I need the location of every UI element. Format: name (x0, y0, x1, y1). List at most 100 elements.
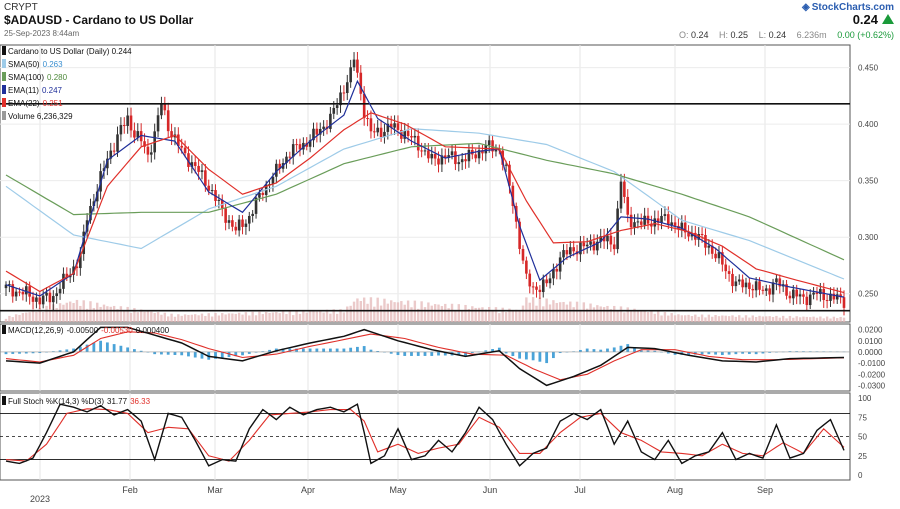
candle-body (673, 222, 677, 226)
volume-bar (254, 315, 258, 322)
macd-histogram-bar (443, 351, 447, 356)
panel-frame-1 (0, 323, 851, 392)
volume-bar (690, 316, 694, 322)
candle-body (484, 145, 488, 154)
candle-body (741, 279, 744, 288)
high-label: H: (719, 30, 729, 40)
candle-body (548, 278, 552, 284)
candle-body (511, 185, 515, 206)
volume-bar (332, 309, 335, 322)
candle-body (474, 154, 477, 159)
macd-histogram-bar (410, 351, 413, 356)
volume-bar (285, 314, 288, 322)
macd-histogram-bar (31, 351, 35, 354)
volume-bar (261, 314, 265, 322)
volume-bar (177, 314, 180, 322)
candle-body (224, 208, 227, 223)
volume-bar (369, 297, 373, 322)
volume-bar (292, 315, 295, 322)
volume-bar (636, 310, 640, 322)
volume-bar (592, 307, 596, 322)
volume-bar (569, 301, 572, 322)
legend-macd: MACD(12,26,9) -0.00500 -0.00530 0.000400 (2, 325, 169, 335)
candle-body (133, 130, 136, 138)
legend-ema22-swatch (2, 98, 6, 107)
ema11-line (5, 79, 845, 298)
volume-bar (707, 314, 711, 322)
change-value: 0.00 (+0.62%) (837, 30, 894, 40)
macd-tick-label: 0.0100 (858, 337, 883, 346)
candle-body (650, 223, 653, 227)
volume-bar (457, 304, 460, 322)
volume-bar (836, 318, 839, 322)
candle-body (342, 92, 346, 94)
candle-body (731, 273, 734, 287)
candle-body (683, 222, 687, 233)
macd-tick-label: 0.0000 (858, 348, 883, 357)
chart-canvas[interactable]: 0.450 0.400 0.350 0.300 0.250 0.0200 0.0100 0.0… (0, 40, 900, 509)
candle-body (109, 150, 113, 159)
candle-body (413, 135, 417, 138)
candle-body (592, 241, 596, 251)
candle-body (160, 104, 163, 116)
candle-body (656, 218, 660, 223)
volume-bar (599, 306, 602, 322)
macd-histogram-bar (768, 351, 772, 353)
macd-histogram-bar (491, 349, 494, 352)
month-label: Jun (483, 485, 498, 495)
volume-bar (305, 312, 308, 322)
candle-body (345, 82, 349, 94)
candle-body (704, 234, 707, 248)
brand-logo[interactable]: ◈ StockCharts.com (802, 2, 894, 13)
exchange-label: CRYPT (4, 2, 38, 13)
candle-body (805, 296, 809, 306)
candle-body (237, 219, 241, 231)
candle-body (623, 181, 626, 197)
candle-body (403, 130, 407, 139)
volume-bar (329, 313, 332, 322)
candle-body (126, 115, 129, 126)
volume-bar (596, 305, 599, 322)
legend-ema22: EMA(22) 0.251 (2, 98, 63, 108)
volume-bar (629, 311, 633, 322)
macd-tick-label: -0.0200 (858, 370, 886, 379)
volume-bar (525, 297, 528, 322)
volume-bar (308, 310, 312, 322)
volume-bar (518, 310, 521, 322)
macd-histogram-bar (369, 349, 373, 352)
macd-histogram-bar (639, 350, 643, 352)
candle-body (8, 284, 11, 286)
volume-bar (410, 307, 413, 322)
candle-body (629, 214, 633, 228)
volume-bar (403, 304, 406, 322)
candle-body (14, 291, 18, 297)
candle-body (163, 104, 167, 111)
candle-body (234, 226, 238, 231)
macd-histogram-bar (376, 351, 380, 352)
volume-bar (802, 316, 805, 322)
volume-bar (758, 315, 761, 322)
volume-bar (55, 307, 58, 322)
candle-body (129, 115, 133, 131)
volume-bar (139, 309, 143, 322)
macd-histogram-bar (58, 350, 62, 352)
macd-histogram-bar (599, 349, 603, 352)
volume-bar (771, 316, 775, 322)
volume-bar (795, 316, 798, 322)
volume-bar (785, 318, 788, 322)
candle-body (798, 294, 802, 297)
low-label: L: (758, 30, 767, 40)
macd-histogram-bar (227, 351, 231, 358)
volume-bar (18, 314, 21, 322)
legend-macd-v2: -0.00530 (101, 326, 133, 335)
volume-bar (166, 316, 170, 322)
volume-bar (295, 310, 298, 322)
candle-body (190, 162, 194, 167)
volume-bar (454, 310, 457, 322)
macd-histogram-bar (511, 351, 515, 357)
macd-histogram-bar (754, 351, 758, 355)
volume-bar (268, 312, 271, 322)
up-arrow-icon (882, 14, 894, 24)
macd-histogram-bar (619, 345, 623, 352)
volume-bar (805, 316, 809, 322)
